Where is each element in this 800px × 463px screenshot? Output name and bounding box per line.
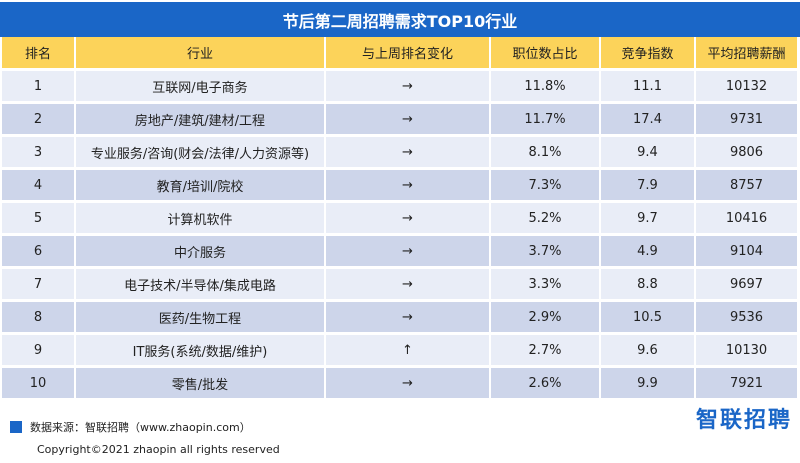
cell-rank: 3 [2, 135, 76, 170]
cell-job-share: 2.7% [490, 333, 601, 368]
copyright-text: Copyright©2021 zhaopin all rights reserv… [37, 443, 280, 456]
cell-rank-change: ↑ [325, 333, 491, 368]
cell-competition-index: 9.9 [600, 366, 696, 401]
cell-rank-change: → [325, 234, 491, 269]
column-header-rank-change: 与上周排名变化 [325, 37, 491, 71]
cell-industry: 中介服务 [75, 234, 326, 269]
cell-avg-salary: 10130 [695, 333, 799, 368]
cell-industry: 零售/批发 [75, 366, 326, 401]
cell-competition-index: 9.4 [600, 135, 696, 170]
cell-industry: 专业服务/咨询(财会/法律/人力资源等) [75, 135, 326, 170]
table-row: 2 房地产/建筑/建材/工程 → 11.7% 17.4 9731 [2, 102, 799, 137]
cell-avg-salary: 9806 [695, 135, 799, 170]
table-header-row: 排名 行业 与上周排名变化 职位数占比 竞争指数 平均招聘薪酬 [2, 37, 799, 71]
cell-rank-change: → [325, 69, 491, 104]
cell-avg-salary: 7921 [695, 366, 799, 401]
cell-rank: 2 [2, 102, 76, 137]
cell-industry: 医药/生物工程 [75, 300, 326, 335]
cell-job-share: 8.1% [490, 135, 601, 170]
cell-job-share: 2.9% [490, 300, 601, 335]
ranking-table: 排名 行业 与上周排名变化 职位数占比 竞争指数 平均招聘薪酬 1 互联网/电子商… [2, 37, 799, 401]
table-row: 7 电子技术/半导体/集成电路 → 3.3% 8.8 9697 [2, 267, 799, 302]
table-row: 8 医药/生物工程 → 2.9% 10.5 9536 [2, 300, 799, 335]
cell-competition-index: 10.5 [600, 300, 696, 335]
cell-job-share: 11.8% [490, 69, 601, 104]
data-source-note: 数据来源：智联招聘（www.zhaopin.com） [10, 419, 251, 435]
cell-rank: 4 [2, 168, 76, 203]
cell-avg-salary: 9731 [695, 102, 799, 137]
cell-avg-salary: 9697 [695, 267, 799, 302]
cell-avg-salary: 9104 [695, 234, 799, 269]
cell-rank: 1 [2, 69, 76, 104]
cell-rank-change: → [325, 300, 491, 335]
cell-rank-change: → [325, 168, 491, 203]
cell-competition-index: 11.1 [600, 69, 696, 104]
column-header-industry: 行业 [75, 37, 326, 71]
chart-title: 节后第二周招聘需求TOP10行业 [0, 2, 800, 37]
cell-avg-salary: 9536 [695, 300, 799, 335]
cell-rank: 6 [2, 234, 76, 269]
table-row: 5 计算机软件 → 5.2% 9.7 10416 [2, 201, 799, 236]
column-header-avg-salary: 平均招聘薪酬 [695, 37, 799, 71]
cell-rank-change: → [325, 366, 491, 401]
cell-job-share: 2.6% [490, 366, 601, 401]
table-row: 6 中介服务 → 3.7% 4.9 9104 [2, 234, 799, 269]
cell-rank: 9 [2, 333, 76, 368]
cell-rank-change: → [325, 102, 491, 137]
column-header-job-share: 职位数占比 [490, 37, 601, 71]
cell-rank-change: → [325, 267, 491, 302]
cell-rank: 5 [2, 201, 76, 236]
cell-industry: 教育/培训/院校 [75, 168, 326, 203]
cell-job-share: 5.2% [490, 201, 601, 236]
cell-competition-index: 8.8 [600, 267, 696, 302]
cell-job-share: 7.3% [490, 168, 601, 203]
cell-job-share: 3.7% [490, 234, 601, 269]
cell-competition-index: 17.4 [600, 102, 696, 137]
table-row: 10 零售/批发 → 2.6% 9.9 7921 [2, 366, 799, 401]
table-row: 1 互联网/电子商务 → 11.8% 11.1 10132 [2, 69, 799, 104]
cell-job-share: 3.3% [490, 267, 601, 302]
cell-competition-index: 9.7 [600, 201, 696, 236]
cell-avg-salary: 10416 [695, 201, 799, 236]
cell-industry: 房地产/建筑/建材/工程 [75, 102, 326, 137]
table-row: 4 教育/培训/院校 → 7.3% 7.9 8757 [2, 168, 799, 203]
cell-competition-index: 4.9 [600, 234, 696, 269]
cell-industry: 互联网/电子商务 [75, 69, 326, 104]
cell-industry: 计算机软件 [75, 201, 326, 236]
table-row: 9 IT服务(系统/数据/维护) ↑ 2.7% 9.6 10130 [2, 333, 799, 368]
cell-rank: 10 [2, 366, 76, 401]
data-source-text: 数据来源：智联招聘（www.zhaopin.com） [30, 421, 251, 434]
cell-competition-index: 7.9 [600, 168, 696, 203]
cell-avg-salary: 10132 [695, 69, 799, 104]
cell-rank-change: → [325, 135, 491, 170]
cell-industry: 电子技术/半导体/集成电路 [75, 267, 326, 302]
zhaopin-logo: 智联招聘 [695, 408, 792, 433]
table-row: 3 专业服务/咨询(财会/法律/人力资源等) → 8.1% 9.4 9806 [2, 135, 799, 170]
cell-avg-salary: 8757 [695, 168, 799, 203]
cell-rank: 7 [2, 267, 76, 302]
cell-rank-change: → [325, 201, 491, 236]
cell-industry: IT服务(系统/数据/维护) [75, 333, 326, 368]
cell-competition-index: 9.6 [600, 333, 696, 368]
cell-rank: 8 [2, 300, 76, 335]
cell-job-share: 11.7% [490, 102, 601, 137]
column-header-rank: 排名 [2, 37, 76, 71]
column-header-competition-index: 竞争指数 [600, 37, 696, 71]
source-marker-icon [10, 421, 22, 433]
